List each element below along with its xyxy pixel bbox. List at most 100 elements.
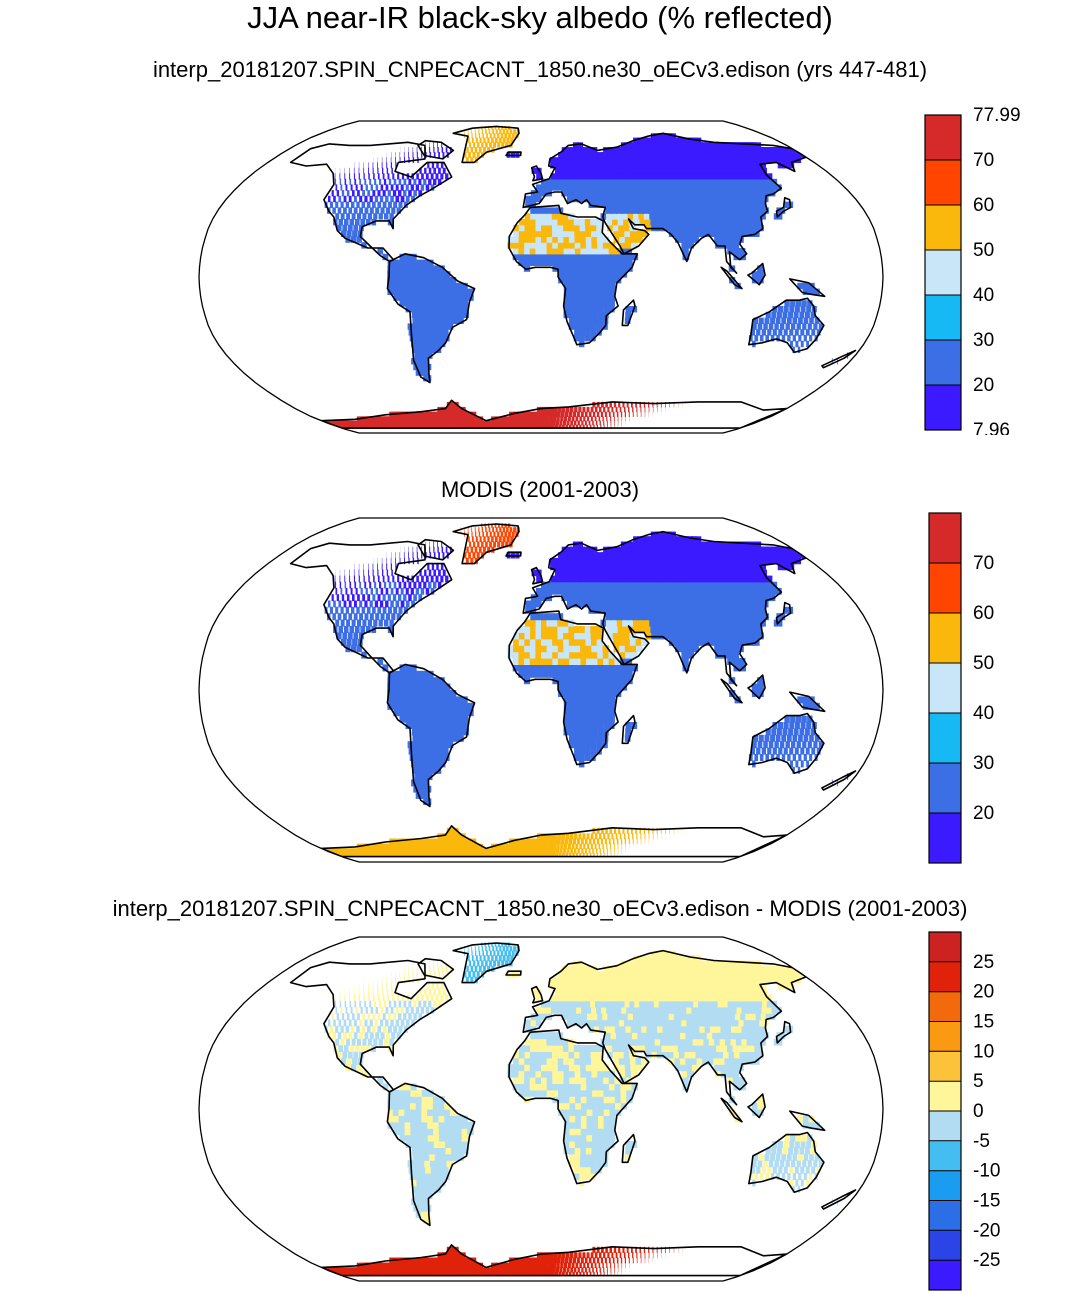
coastline-australia xyxy=(748,1131,825,1193)
coastline-antarctica xyxy=(320,825,788,858)
coastline-newzealand xyxy=(821,349,857,369)
colorbar-label: -10 xyxy=(973,1161,1000,1182)
coastlines xyxy=(289,125,857,429)
colorbar-swatch xyxy=(929,563,961,614)
coastline-antarctica xyxy=(320,399,788,429)
coastline-australia xyxy=(748,712,825,774)
figure-title: JJA near-IR black-sky albedo (% reflecte… xyxy=(247,0,833,35)
coastline-madagascar xyxy=(621,299,636,327)
colorbar-label: 50 xyxy=(973,240,994,261)
coastline-japan xyxy=(775,196,792,218)
coastline-newguinea xyxy=(789,691,826,713)
colorbar-swatch xyxy=(929,1140,961,1171)
colorbar-label: 77.99 xyxy=(973,105,1021,126)
colorbar-swatch xyxy=(925,160,961,206)
colorbar-swatch xyxy=(925,115,961,161)
colorbar-label: -5 xyxy=(973,1131,990,1152)
coastline-eurasia xyxy=(522,132,807,274)
colorbar-label: 10 xyxy=(973,1041,994,1062)
coastline-borneo xyxy=(747,674,766,700)
colorbar-label: 15 xyxy=(973,1012,994,1033)
coastline-northamerica xyxy=(289,959,453,1093)
map-panel-difference: 25 20 15 10 5 0 -5 -10 -15 -20 -25 xyxy=(198,931,1000,1291)
coastline-southamerica xyxy=(386,1082,476,1227)
coastline-northamerica xyxy=(289,141,453,263)
colorbar-swatch xyxy=(925,295,961,341)
colorbar-swatch xyxy=(929,613,961,664)
colorbar-label: -20 xyxy=(973,1220,1000,1241)
coastline-uk xyxy=(530,165,544,182)
map-frame xyxy=(198,120,884,434)
colorbar-swatch xyxy=(929,991,961,1022)
coastline-greenland xyxy=(452,125,520,164)
coastline-greenland xyxy=(452,942,520,984)
coastline-africa xyxy=(508,610,638,766)
map-frame xyxy=(198,936,884,1282)
colorbar-label: -15 xyxy=(973,1191,1000,1212)
colorbar-label: 0 xyxy=(973,1101,984,1122)
coastline-iceland xyxy=(505,970,522,976)
coastline-iceland xyxy=(505,551,522,557)
panel-2-title: MODIS (2001-2003) xyxy=(440,477,640,502)
colorbar-swatch xyxy=(929,763,961,814)
coastlines xyxy=(289,523,857,858)
colorbar-swatch xyxy=(925,340,961,386)
coastline-sumatra xyxy=(720,1097,743,1123)
colorbar-label: 60 xyxy=(973,603,994,624)
colorbar-swatch xyxy=(929,1200,961,1231)
coastline-newzealand xyxy=(821,1189,857,1210)
coastline-australia xyxy=(748,297,825,354)
colorbar-swatch xyxy=(929,1051,961,1082)
coastline-borneo xyxy=(747,1093,766,1119)
coastline-antarctica xyxy=(320,1244,788,1277)
colorbar-label: 20 xyxy=(973,375,994,396)
colorbar-swatch xyxy=(929,932,961,963)
colorbar-label: 7.96 xyxy=(973,420,1010,435)
coastline-southamerica xyxy=(386,253,476,384)
colorbar-swatch xyxy=(929,663,961,714)
coastline-madagascar xyxy=(621,714,636,745)
coastlines xyxy=(289,942,857,1277)
coastline-uk xyxy=(530,566,544,585)
colorbar-swatch xyxy=(929,1260,961,1291)
coastline-uk xyxy=(530,985,544,1004)
colorbar-frame xyxy=(924,114,962,431)
colorbar-label: -25 xyxy=(973,1250,1000,1271)
coastline-baffin xyxy=(417,957,455,980)
panel-1-title: interp_20181207.SPIN_CNPECACNT_1850.ne30… xyxy=(152,57,928,82)
coastline-newzealand xyxy=(821,770,857,791)
colorbar-swatch xyxy=(929,1081,961,1112)
colorbar-label: 70 xyxy=(973,150,994,171)
colorbar-swatch xyxy=(925,205,961,251)
colorbar-label: 30 xyxy=(973,330,994,351)
colorbar-swatch xyxy=(929,1111,961,1142)
colorbar-label: 50 xyxy=(973,653,994,674)
albedo-grid xyxy=(321,942,849,1277)
colorbar-label: 40 xyxy=(973,285,994,306)
colorbar-label: 25 xyxy=(973,952,994,973)
colorbar-label: 60 xyxy=(973,195,994,216)
colorbar-label: 5 xyxy=(973,1071,984,1092)
coastline-iceland xyxy=(505,151,522,157)
colorbar: 70 60 50 40 30 20 xyxy=(928,512,994,864)
map-panel-model: 77.99 70 60 50 40 30 20 7.96 xyxy=(198,105,1021,435)
coastline-baffin xyxy=(417,538,455,561)
colorbar-label: 20 xyxy=(973,982,994,1003)
colorbar: 77.99 70 60 50 40 30 20 7.96 xyxy=(924,105,1021,435)
coastline-southamerica xyxy=(386,663,476,808)
coastline-newguinea xyxy=(789,1110,826,1132)
colorbar-swatch xyxy=(925,250,961,296)
coastline-baffin xyxy=(417,139,455,160)
coastline-sumatra xyxy=(720,678,743,704)
coastline-africa xyxy=(508,1029,638,1185)
colorbar-swatch xyxy=(929,1021,961,1052)
colorbar-label: 20 xyxy=(973,803,994,824)
colorbar-swatch xyxy=(929,1170,961,1201)
coastline-eurasia xyxy=(522,530,807,687)
coastline-greenland xyxy=(452,523,520,565)
coastline-eurasia xyxy=(522,949,807,1106)
colorbar-swatch xyxy=(929,513,961,564)
coastline-newguinea xyxy=(789,278,826,298)
colorbar-swatch xyxy=(929,961,961,992)
colorbar-label: 70 xyxy=(973,553,994,574)
